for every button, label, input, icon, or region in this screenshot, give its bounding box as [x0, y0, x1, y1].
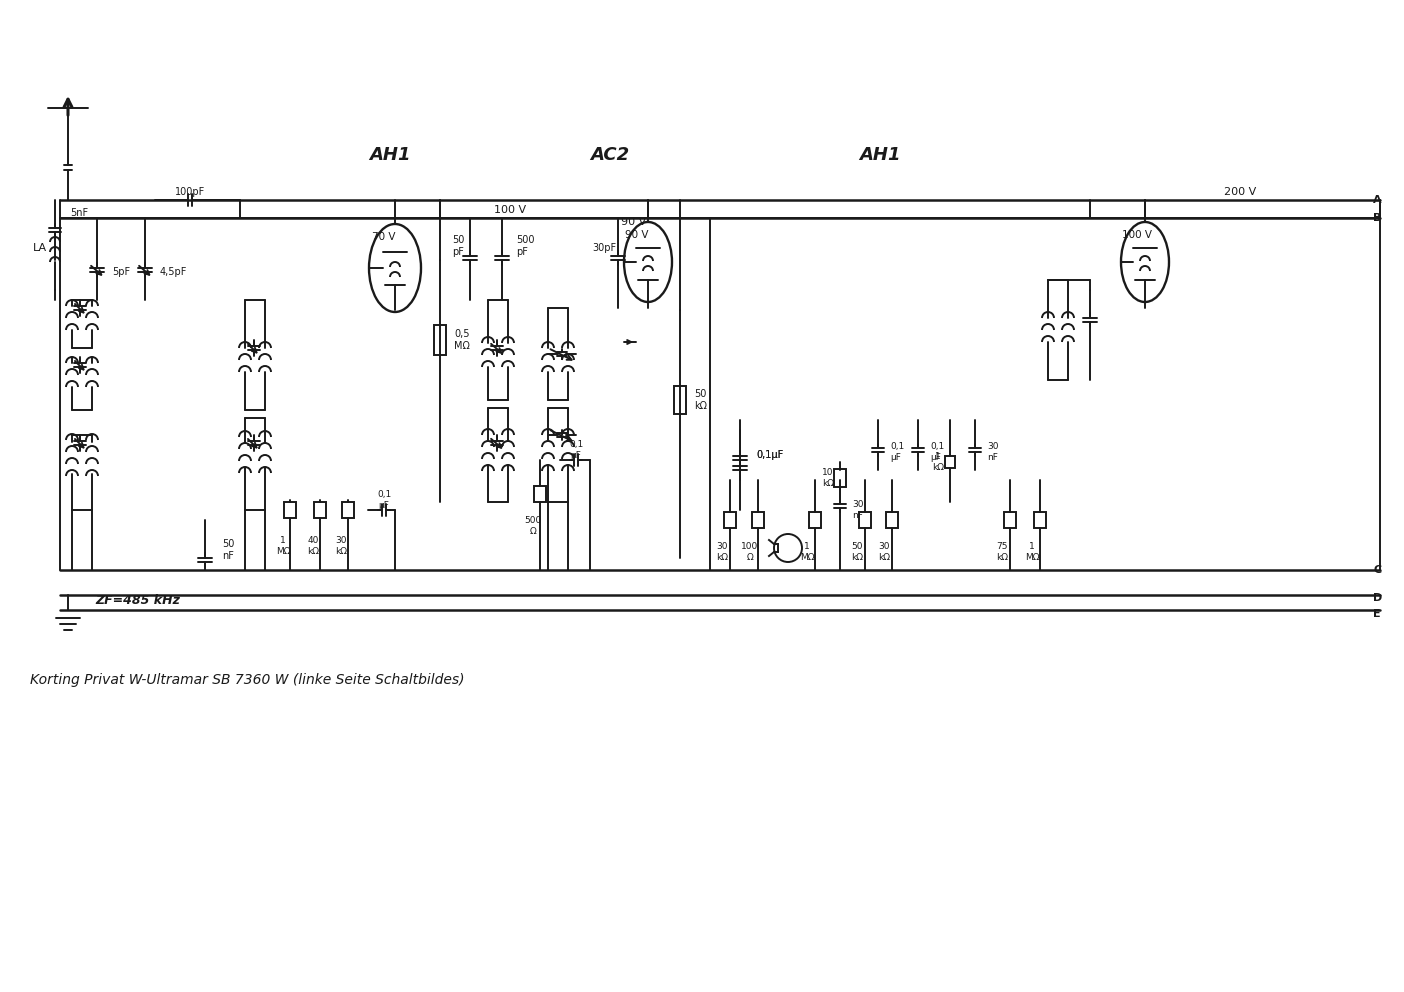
Text: 500
Ω: 500 Ω	[524, 516, 542, 536]
Text: AH1: AH1	[859, 146, 901, 164]
Text: D: D	[1373, 593, 1383, 603]
Ellipse shape	[1120, 222, 1170, 302]
Bar	[753, 512, 764, 528]
Text: 70 V: 70 V	[372, 232, 396, 242]
Text: B: B	[1373, 213, 1382, 223]
Text: 50
nF: 50 nF	[222, 540, 234, 560]
Bar	[859, 512, 870, 528]
Text: 10
kΩ: 10 kΩ	[821, 468, 834, 488]
Bar	[834, 469, 847, 487]
Bar	[809, 512, 821, 528]
Bar	[284, 502, 296, 518]
Bar	[534, 486, 546, 502]
Text: ZF=485 kHz: ZF=485 kHz	[95, 593, 180, 606]
Text: 30
kΩ: 30 kΩ	[716, 543, 729, 561]
Text: 90 V: 90 V	[625, 230, 649, 240]
Bar	[886, 512, 899, 528]
Text: 100
Ω: 100 Ω	[741, 543, 758, 561]
Text: 90 V: 90 V	[622, 217, 647, 227]
Bar	[314, 502, 326, 518]
Text: 100 V: 100 V	[1122, 230, 1153, 240]
Text: 1
kΩ: 1 kΩ	[932, 452, 943, 472]
Text: 50
kΩ: 50 kΩ	[694, 389, 708, 411]
Bar	[1033, 512, 1046, 528]
Text: 30
nF: 30 nF	[852, 500, 863, 520]
Text: AC2: AC2	[591, 146, 629, 164]
Text: 0,1
μF: 0,1 μF	[890, 442, 904, 461]
Text: 5nF: 5nF	[70, 208, 88, 218]
Text: 1
MΩ: 1 MΩ	[275, 537, 291, 556]
Bar	[945, 456, 955, 468]
Text: Korting Privat W-Ultramar SB 7360 W (linke Seite Schaltbildes): Korting Privat W-Ultramar SB 7360 W (lin…	[29, 673, 465, 687]
Text: 1
MΩ: 1 MΩ	[800, 543, 814, 561]
Text: 0,1
μF: 0,1 μF	[929, 442, 945, 461]
Text: E: E	[1373, 609, 1380, 619]
Text: 0,1μF: 0,1μF	[755, 450, 783, 460]
Bar	[1004, 512, 1016, 528]
Text: 50
pF: 50 pF	[452, 235, 465, 257]
Text: 40
kΩ: 40 kΩ	[307, 537, 319, 556]
Bar	[343, 502, 354, 518]
Ellipse shape	[369, 224, 421, 312]
Text: 200 V: 200 V	[1224, 187, 1257, 197]
Text: 4,5pF: 4,5pF	[160, 267, 187, 277]
Ellipse shape	[623, 222, 673, 302]
Text: 500
pF: 500 pF	[517, 235, 535, 257]
Text: 0,1
μF: 0,1 μF	[569, 440, 583, 459]
Text: 100pF: 100pF	[176, 187, 205, 197]
Text: 0,5
MΩ: 0,5 MΩ	[453, 329, 470, 351]
Text: 1
MΩ: 1 MΩ	[1025, 543, 1039, 561]
Text: A: A	[1373, 195, 1382, 205]
Text: AH1: AH1	[369, 146, 411, 164]
Text: 30
kΩ: 30 kΩ	[878, 543, 890, 561]
Text: 100 V: 100 V	[494, 205, 526, 215]
Text: 50
kΩ: 50 kΩ	[851, 543, 863, 561]
Text: LA: LA	[32, 243, 48, 253]
Text: 0,1μF: 0,1μF	[755, 450, 783, 460]
Text: 75
kΩ: 75 kΩ	[995, 543, 1008, 561]
Bar	[674, 386, 687, 414]
Text: C: C	[1373, 565, 1382, 575]
Text: 30
kΩ: 30 kΩ	[336, 537, 347, 556]
Text: 30
nF: 30 nF	[987, 442, 998, 461]
Bar	[724, 512, 736, 528]
Text: 5pF: 5pF	[112, 267, 131, 277]
Text: 30pF: 30pF	[592, 243, 616, 253]
Bar	[434, 325, 446, 355]
Text: 0,1
μF: 0,1 μF	[376, 490, 392, 510]
